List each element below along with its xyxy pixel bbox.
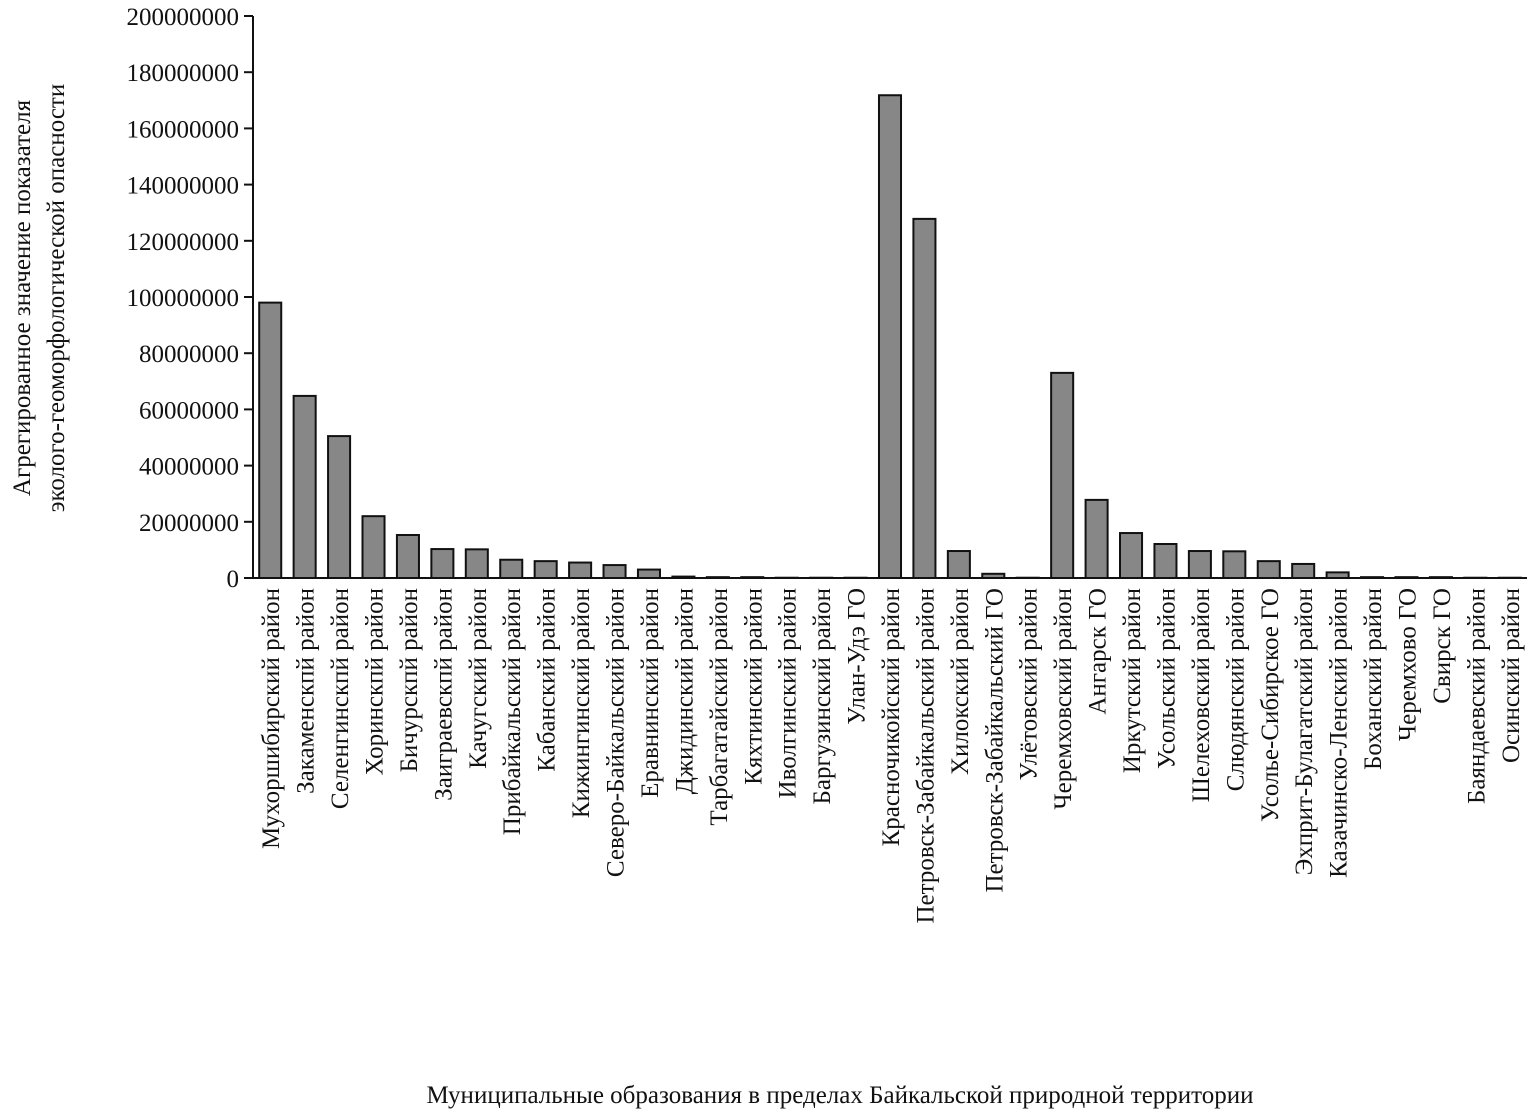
x-tick-label: Петровск-Забайкальский ГО — [981, 588, 1008, 893]
y-tick-label: 60000000 — [139, 397, 239, 424]
bar — [499, 558, 524, 579]
x-tick-label: Кяхтинский район — [740, 588, 767, 785]
x-tick-label: Иволгинский район — [775, 588, 802, 798]
x-tick-label: Тарбагатайский район — [706, 588, 733, 826]
bar — [1222, 550, 1247, 579]
bar — [1256, 560, 1281, 580]
x-tick-label: Прибайкальский район — [499, 588, 526, 835]
bar — [946, 550, 971, 579]
x-tick-label: Еравнинский район — [637, 588, 664, 798]
x-tick-label: Красночикойский район — [878, 588, 905, 846]
bar — [1291, 562, 1316, 580]
bar — [1325, 571, 1350, 580]
x-tick-label: Джидинский район — [671, 588, 698, 794]
x-tick-label: Закаменскпй район — [293, 588, 320, 794]
bar — [1394, 576, 1419, 579]
x-tick-label: Усолье-Сибирское ГО — [1257, 588, 1284, 822]
x-tick-label: Боханский район — [1360, 588, 1387, 770]
x-tick-label: Слюдянский район — [1222, 588, 1249, 791]
y-tick-label: 120000000 — [127, 229, 240, 256]
y-tick-label: 180000000 — [127, 60, 240, 87]
bar — [705, 576, 730, 579]
bar — [361, 515, 386, 579]
y-tick-label: 20000000 — [139, 510, 239, 537]
x-tick-label: Иркутский район — [1119, 588, 1146, 773]
bar — [568, 561, 593, 579]
bar — [1084, 498, 1109, 579]
x-tick-label: Эхприт-Булагатский район — [1291, 588, 1318, 875]
bar — [602, 564, 627, 579]
y-tick-label: 100000000 — [127, 285, 240, 312]
x-tick-label: Усольский район — [1153, 588, 1180, 769]
bar — [912, 217, 937, 580]
bar — [258, 301, 283, 579]
x-tick-label: Бичурскпй район — [396, 588, 423, 772]
x-tick-label: Заиграевскпй район — [430, 588, 457, 801]
bar — [877, 94, 903, 579]
x-tick-label: Северо-Байкальский район — [603, 588, 630, 877]
y-tick-label: 200000000 — [127, 4, 240, 31]
x-tick-label: Улан-Удэ ГО — [844, 588, 871, 725]
x-tick-label: Черемхово ГО — [1394, 588, 1421, 741]
bar — [1119, 532, 1144, 579]
bar — [671, 575, 696, 579]
x-tick-label: Черемховский район — [1050, 588, 1077, 810]
bar — [1050, 371, 1075, 579]
y-axis-label: эколого-геоморфологической опасности — [43, 84, 70, 512]
y-tick-label: 160000000 — [127, 116, 240, 143]
bar — [1153, 542, 1178, 580]
bar — [740, 576, 765, 579]
x-tick-label: Хилокский район — [947, 588, 974, 775]
x-tick-label: Мухоршибирский район — [258, 588, 285, 849]
bar — [636, 568, 661, 580]
y-axis-label: Агрегированное значение показателя — [9, 99, 36, 496]
x-tick-label: Баргузинский район — [809, 588, 836, 804]
bar — [533, 560, 558, 580]
x-tick-label: Свирск ГО — [1429, 588, 1456, 704]
x-tick-label: Ангарск ГО — [1085, 588, 1112, 715]
bar — [1187, 550, 1212, 579]
x-tick-label: Кабанский район — [534, 588, 561, 772]
y-tick-label: 80000000 — [139, 341, 239, 368]
x-tick-label: Кижингинский район — [568, 588, 595, 818]
bar — [327, 435, 352, 579]
y-tick-label: 0 — [227, 566, 240, 593]
y-tick-label: 40000000 — [139, 454, 239, 481]
bar — [1360, 576, 1385, 579]
x-tick-label: Улётовский район — [1016, 588, 1043, 780]
x-tick-label: Казачинско-Ленский район — [1326, 588, 1353, 878]
bar — [1428, 576, 1453, 579]
bar — [981, 572, 1006, 579]
x-tick-label: Баяндаевский район — [1463, 588, 1490, 804]
bar — [395, 534, 420, 580]
bar — [464, 548, 489, 580]
bar — [430, 548, 455, 580]
y-tick-label: 140000000 — [127, 173, 240, 200]
x-tick-label: Шелеховский район — [1188, 588, 1215, 802]
x-tick-label: Селенгинскпй район — [327, 588, 354, 809]
x-tick-label: Петровск-Забайкальский район — [912, 588, 939, 924]
x-tick-label: Хоринскпй район — [362, 588, 389, 775]
bar — [292, 394, 317, 579]
x-tick-label: Качугский район — [465, 588, 492, 769]
x-tick-label: Осинский район — [1498, 588, 1525, 763]
x-axis-label: Муниципальные образования в пределах Бай… — [426, 1082, 1253, 1109]
